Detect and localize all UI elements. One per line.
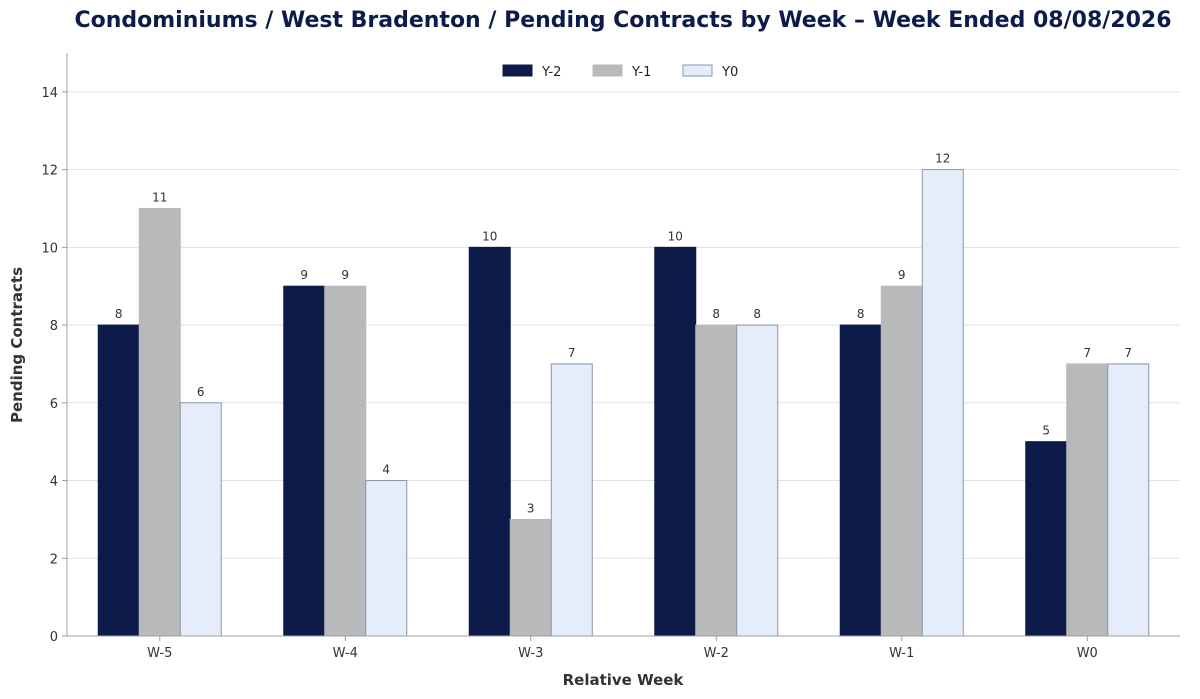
bar-value-label: 8 bbox=[712, 307, 720, 321]
bar-value-label: 10 bbox=[668, 229, 683, 243]
y-tick-label: 10 bbox=[41, 241, 58, 256]
legend-swatch-y-2 bbox=[502, 64, 533, 77]
bar-value-label: 6 bbox=[197, 385, 205, 399]
bar-value-label: 4 bbox=[382, 463, 390, 477]
x-tick-label: W-5 bbox=[147, 646, 172, 661]
bar-y-1 bbox=[509, 518, 552, 637]
legend-label-y0: Y0 bbox=[721, 65, 738, 80]
x-tick-label: W-2 bbox=[704, 646, 729, 661]
x-axis-label: Relative Week bbox=[563, 671, 685, 689]
bar-y0 bbox=[179, 402, 222, 637]
bar-value-label: 7 bbox=[1083, 346, 1091, 360]
bar-value-label: 8 bbox=[753, 307, 761, 321]
bar-y0 bbox=[1107, 363, 1150, 637]
y-tick-label: 0 bbox=[50, 630, 58, 645]
legend-label-y-2: Y-2 bbox=[541, 65, 561, 80]
legend-swatch-y0 bbox=[682, 64, 713, 77]
bar-value-label: 8 bbox=[857, 307, 865, 321]
bar-value-label: 9 bbox=[341, 268, 349, 282]
bar-y0 bbox=[736, 324, 779, 637]
bar-y-1 bbox=[1066, 363, 1109, 637]
bar-y-1 bbox=[138, 207, 181, 637]
bar-value-label: 11 bbox=[152, 190, 167, 204]
x-tick-label: W-4 bbox=[333, 646, 358, 661]
bar-y-2 bbox=[654, 246, 697, 637]
legend: Y-2 Y-1 Y0 bbox=[502, 64, 738, 80]
legend-label-y-1: Y-1 bbox=[631, 65, 651, 80]
bar-y-2 bbox=[283, 285, 326, 637]
bar-value-label: 12 bbox=[935, 152, 950, 166]
bar-y-2 bbox=[839, 324, 882, 637]
y-tick-label: 14 bbox=[41, 86, 58, 101]
y-tick-label: 4 bbox=[50, 475, 58, 490]
bar-y-1 bbox=[324, 285, 367, 637]
bar-y0 bbox=[550, 363, 593, 637]
bar-value-label: 7 bbox=[568, 346, 576, 360]
bar-value-label: 3 bbox=[527, 501, 535, 515]
bar-y-1 bbox=[880, 285, 923, 637]
y-axis-label: Pending Contracts bbox=[8, 267, 26, 423]
x-tick-label: W-1 bbox=[889, 646, 914, 661]
data-labels: 8 11 6 9 9 4 10 3 7 10 8 8 8 9 12 5 7 7 bbox=[115, 152, 1132, 516]
axes: 0 2 4 6 8 10 12 14 W-5 W-4 W-3 W-2 W-1 W0 bbox=[41, 53, 1180, 661]
bar-value-label: 9 bbox=[300, 268, 308, 282]
bar-y-2 bbox=[468, 246, 511, 637]
x-tick-label: W-3 bbox=[518, 646, 543, 661]
bar-value-label: 8 bbox=[115, 307, 123, 321]
bar-value-label: 5 bbox=[1042, 424, 1050, 438]
bar-y-1 bbox=[695, 324, 738, 637]
x-tick-label: W0 bbox=[1077, 646, 1098, 661]
bar-value-label: 10 bbox=[482, 229, 497, 243]
bar-value-label: 7 bbox=[1124, 346, 1132, 360]
y-tick-label: 8 bbox=[50, 319, 58, 334]
bars bbox=[97, 169, 1150, 637]
bar-y-2 bbox=[97, 324, 140, 637]
legend-swatch-y-1 bbox=[592, 64, 623, 77]
y-tick-label: 6 bbox=[50, 397, 58, 412]
bar-y0 bbox=[921, 169, 964, 637]
gridlines bbox=[67, 91, 1180, 559]
y-tick-label: 12 bbox=[41, 164, 58, 179]
chart-title: Condominiums / West Bradenton / Pending … bbox=[74, 8, 1171, 33]
bar-y-2 bbox=[1025, 441, 1068, 637]
bar-y0 bbox=[365, 480, 408, 637]
bar-value-label: 9 bbox=[898, 268, 906, 282]
y-tick-label: 2 bbox=[50, 552, 58, 567]
